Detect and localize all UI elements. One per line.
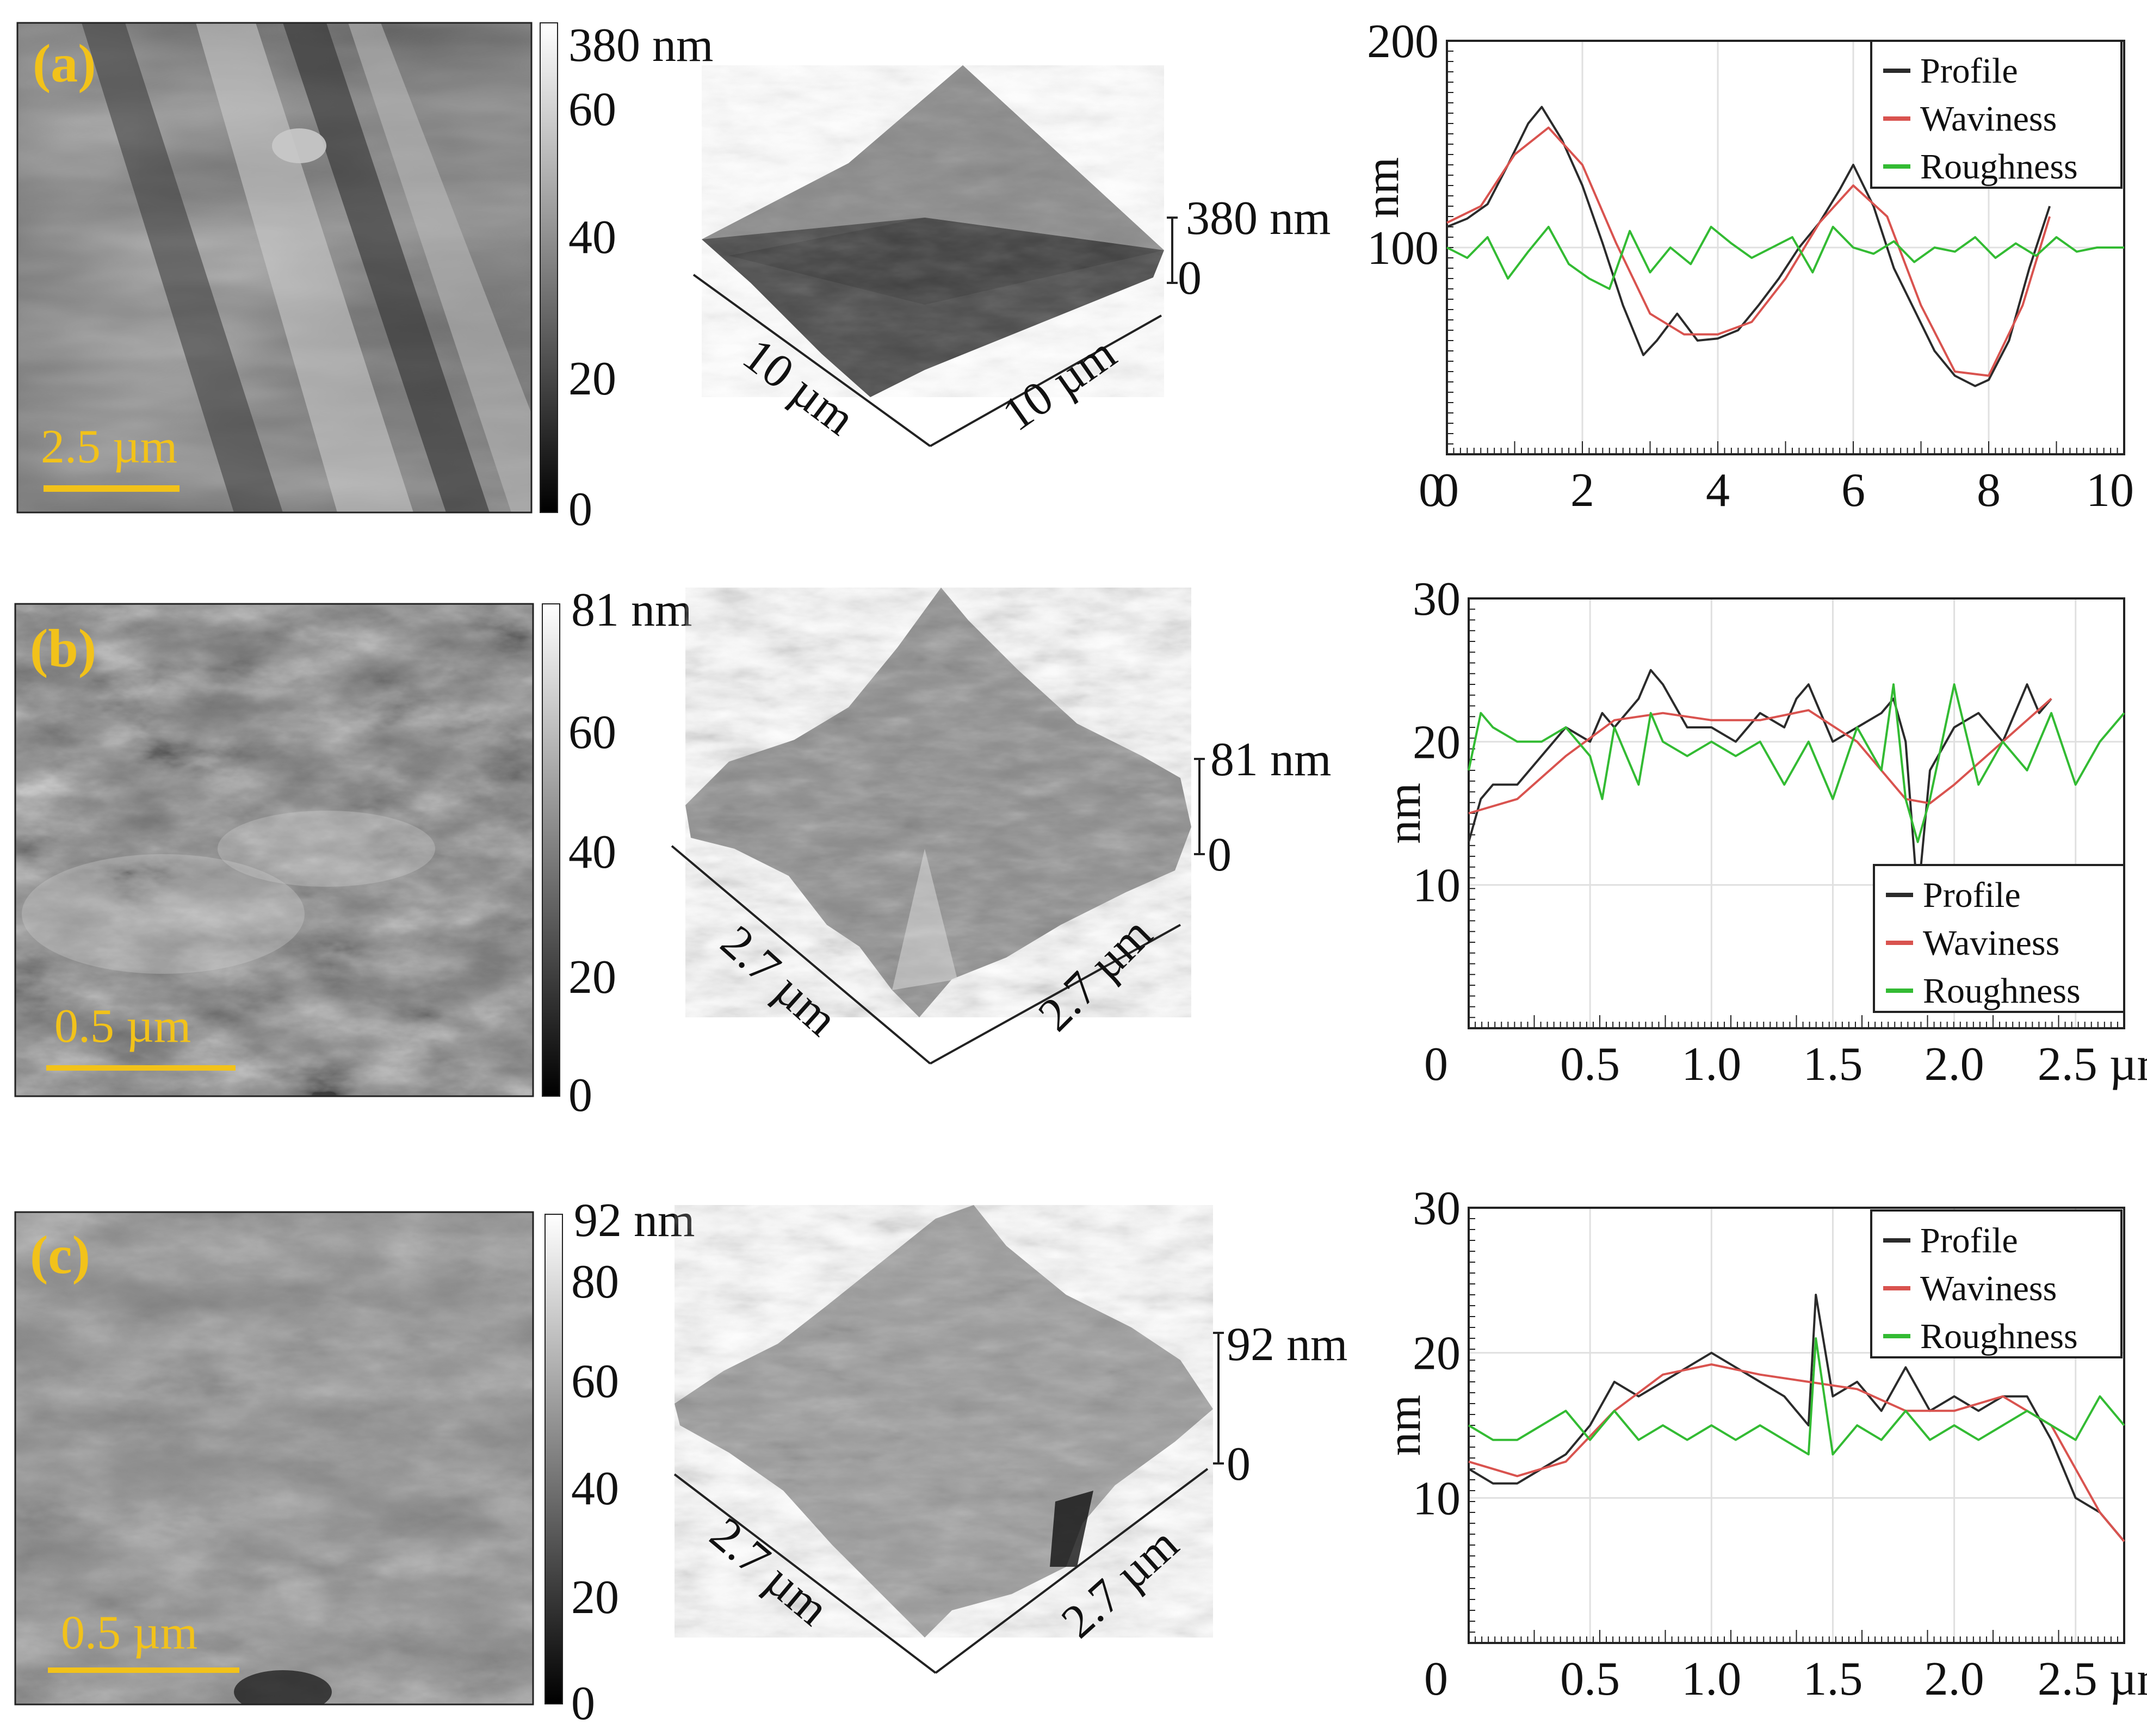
y-zero-label: 0 <box>1424 1038 1448 1091</box>
legend: Profile Waviness Roughness <box>1870 40 2123 189</box>
series-roughness <box>1468 1337 2125 1456</box>
surface-z-min-a: 0 <box>1178 252 1202 305</box>
legend-label-waviness: Waviness <box>1920 1269 2057 1308</box>
profile-chart-b: 0.5 1.0 1.5 2.0 2.5 µm 10 20 30 0 nm Profile Wavine… <box>1378 573 2147 1091</box>
x-tick-label: 2.5 µm <box>2038 1038 2147 1091</box>
legend-label-waviness: Waviness <box>1923 923 2059 963</box>
profile-chart-a: 0 2 4 6 8 10 µm 100 200 0 nm Profile Waviness Roughn… <box>1356 15 2147 517</box>
x-tick-label: 1.5 <box>1803 1038 1863 1091</box>
colorbar-tick: 60 <box>568 706 616 759</box>
y-zero-label: 0 <box>1419 464 1443 517</box>
x-tick-label: 2.0 <box>1925 1653 1984 1706</box>
surface-z-min-b: 0 <box>1208 829 1232 881</box>
legend: Profile Waviness Roughness <box>1870 1209 2123 1358</box>
y-axis-label: nm <box>1356 157 1409 218</box>
legend-label-roughness: Roughness <box>1920 1317 2078 1356</box>
colorbar-max-a: 380 nm <box>568 19 713 72</box>
y-tick-label: 30 <box>1413 1182 1461 1235</box>
colorbar-tick: 40 <box>568 826 616 879</box>
y-tick-label: 200 <box>1367 15 1439 68</box>
series-profile <box>1446 106 2051 387</box>
legend-box <box>1870 1209 2123 1358</box>
series-roughness <box>1468 683 2125 843</box>
x-tick-label: 1.0 <box>1681 1653 1741 1706</box>
legend-label-profile: Profile <box>1923 875 2021 915</box>
legend-label-waviness: Waviness <box>1920 99 2057 139</box>
colorbar-tick: 40 <box>571 1462 619 1515</box>
colorbar-max-b: 81 nm <box>571 584 692 637</box>
x-tick-label: 6 <box>1841 464 1865 517</box>
scale-bar-label-b: 0.5 µm <box>54 1000 191 1053</box>
surface-z-max-b: 81 nm <box>1210 733 1331 786</box>
y-tick-label: 10 <box>1413 860 1461 912</box>
legend: Profile Waviness Roughness <box>1873 864 2125 1013</box>
x-tick-label: 10 µm <box>2086 464 2147 517</box>
x-tick-label: 8 <box>1977 464 2001 517</box>
x-tick-label: 0.5 <box>1560 1653 1620 1706</box>
legend-label-profile: Profile <box>1920 1221 2018 1261</box>
surface-z-max-c: 92 nm <box>1227 1318 1347 1371</box>
surface-z-max-a: 380 nm <box>1186 192 1331 245</box>
colorbar-tick: 20 <box>571 1571 619 1624</box>
x-tick-label: 1.5 <box>1803 1653 1863 1706</box>
x-tick-label: 1.0 <box>1681 1038 1741 1091</box>
colorbar-tick: 80 <box>571 1256 619 1308</box>
panel-letter-a: (a) <box>33 33 96 94</box>
colorbar-c: 92 nm 80 60 40 20 0 <box>545 1194 695 1730</box>
afm-image-b <box>15 604 533 1096</box>
surface-3d-a: 380 nm 0 10 µm 10 µm <box>692 65 1331 447</box>
colorbar-max-c: 92 nm <box>574 1194 695 1247</box>
colorbar-b: 81 nm 60 40 20 0 <box>542 584 692 1122</box>
panel-a: (a) 2.5 µm 380 nm 60 40 20 0 380 nm 0 10… <box>16 19 1331 536</box>
series-roughness <box>1446 226 2124 290</box>
y-tick-label: 10 <box>1413 1472 1461 1525</box>
series-waviness <box>1468 697 2052 814</box>
x-tick-label: 0.5 <box>1560 1038 1620 1091</box>
panel-b: (b) 0.5 µm 81 nm 60 40 20 0 81 nm 0 2.7 … <box>14 584 1331 1122</box>
series-waviness <box>1446 126 2051 377</box>
y-axis-label: nm <box>1378 783 1431 844</box>
colorbar-tick: 0 <box>568 483 592 536</box>
y-zero-label: 0 <box>1424 1653 1448 1706</box>
scale-bar-label-c: 0.5 µm <box>61 1607 197 1659</box>
colorbar-tick: 40 <box>568 211 616 264</box>
colorbar-tick: 0 <box>568 1069 592 1122</box>
surface-z-min-c: 0 <box>1227 1438 1251 1491</box>
colorbar-a: 380 nm 60 40 20 0 <box>540 19 713 536</box>
colorbar-tick: 60 <box>571 1355 619 1408</box>
y-tick-label: 20 <box>1413 1327 1461 1380</box>
surface-y-label-a: 10 µm <box>993 326 1125 441</box>
legend-label-profile: Profile <box>1920 51 2018 91</box>
series-profile <box>1468 669 2052 900</box>
colorbar-tick: 0 <box>571 1677 595 1730</box>
legend-label-roughness: Roughness <box>1920 147 2078 187</box>
y-tick-label: 100 <box>1367 222 1439 275</box>
panel-letter-c: (c) <box>30 1225 90 1285</box>
x-tick-label: 2.0 <box>1925 1038 1984 1091</box>
legend-box <box>1870 40 2123 189</box>
afm-image-c <box>15 1212 533 1704</box>
colorbar-tick: 20 <box>568 951 616 1004</box>
afm-image-a <box>17 23 531 512</box>
y-tick-label: 20 <box>1413 716 1461 769</box>
series-profile <box>1468 1294 2125 1542</box>
surface-3d-c: 92 nm 0 2.7 µm 2.7 µm <box>673 1205 1347 1674</box>
x-tick-label: 0 <box>1435 464 1459 517</box>
colorbar-tick: 60 <box>568 83 616 136</box>
y-tick-label: 30 <box>1413 573 1461 626</box>
scale-bar-label-a: 2.5 µm <box>41 421 177 473</box>
profile-chart-c: 0.5 1.0 1.5 2.0 2.5 µm 10 20 30 0 nm Profile Wavine… <box>1378 1182 2147 1706</box>
colorbar-tick: 20 <box>568 353 616 405</box>
legend-label-roughness: Roughness <box>1923 971 2081 1011</box>
surface-3d-b: 81 nm 0 2.7 µm 2.7 µm <box>671 588 1331 1065</box>
panel-letter-b: (b) <box>30 618 96 678</box>
x-tick-label: 4 <box>1706 464 1730 517</box>
y-axis-label: nm <box>1378 1395 1431 1456</box>
legend-box <box>1873 864 2125 1013</box>
panel-c: (c) 0.5 µm 92 nm 80 60 40 20 0 92 nm 0 2… <box>14 1194 1347 1730</box>
x-tick-label: 2 <box>1570 464 1594 517</box>
x-tick-label: 2.5 µm <box>2038 1653 2147 1706</box>
